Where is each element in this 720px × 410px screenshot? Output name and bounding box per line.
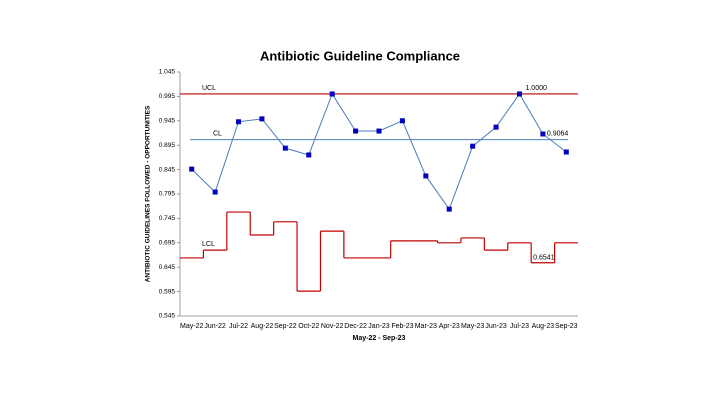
x-tick-label: Dec-22 — [344, 323, 367, 330]
lcl-label: LCL — [202, 241, 215, 248]
x-tick-label: Oct-22 — [298, 323, 319, 330]
data-point — [189, 166, 195, 172]
y-tick-label: 0.745 — [159, 215, 176, 222]
x-tick-label: Aug-22 — [251, 323, 274, 330]
y-tick-label: 1.045 — [159, 69, 176, 76]
x-tick-label: Jun-23 — [485, 323, 507, 330]
x-tick-label: Mar-23 — [415, 323, 437, 330]
data-point — [423, 173, 429, 179]
y-tick-label: 0.895 — [159, 142, 176, 149]
x-tick-label: Feb-23 — [391, 323, 413, 330]
cl-label: CL — [213, 130, 222, 137]
x-tick-label: Jun-22 — [204, 323, 226, 330]
x-tick-label: May-22 — [180, 323, 203, 330]
data-point — [540, 131, 546, 137]
x-tick-label: May-23 — [461, 323, 484, 330]
data-point — [493, 124, 499, 130]
data-point — [470, 143, 476, 149]
ucl-value-label: 1.0000 — [525, 85, 547, 92]
x-tick-label: Jul-23 — [510, 323, 529, 330]
x-tick-label: Jul-22 — [229, 323, 248, 330]
cl-value-label: 0.9064 — [547, 130, 569, 137]
y-tick-label: 0.845 — [159, 166, 176, 173]
y-tick-label: 0.995 — [159, 93, 176, 100]
data-point — [563, 149, 569, 155]
chart-title: Antibiotic Guideline Compliance — [260, 48, 460, 63]
x-tick-label: Sep-22 — [274, 323, 297, 330]
y-tick-label: 0.945 — [159, 118, 176, 125]
data-point — [446, 206, 452, 212]
x-tick-label: Sep-23 — [555, 323, 578, 330]
x-tick-label: Jan-23 — [368, 323, 390, 330]
data-point — [376, 128, 382, 134]
data-point — [212, 189, 218, 195]
data-line — [191, 92, 567, 211]
x-tick-label: Nov-22 — [321, 323, 344, 330]
data-point — [236, 119, 242, 125]
y-tick-label: 0.695 — [159, 240, 176, 247]
y-tick-label: 0.795 — [159, 191, 176, 198]
data-point — [516, 91, 522, 97]
y-tick-label: 0.595 — [159, 288, 176, 295]
x-axis-title: May-22 - Sep-23 — [353, 335, 406, 342]
y-tick-label: 0.545 — [159, 313, 176, 320]
data-point — [399, 118, 405, 124]
x-tick-label: Aug-23 — [532, 323, 555, 330]
x-tick-label: Apr-23 — [439, 323, 460, 330]
lcl-value-label: 0.6541 — [533, 255, 555, 262]
data-point — [306, 152, 312, 158]
y-tick-label: 0.645 — [159, 264, 176, 271]
data-point — [259, 116, 265, 122]
y-axis-title: ANTIBIOTIC GUIDELINES FOLLOWED - OPPORTU… — [145, 105, 152, 282]
data-point — [329, 91, 335, 97]
data-point — [353, 128, 359, 134]
ucl-label: UCL — [202, 85, 216, 92]
data-point — [282, 145, 288, 151]
